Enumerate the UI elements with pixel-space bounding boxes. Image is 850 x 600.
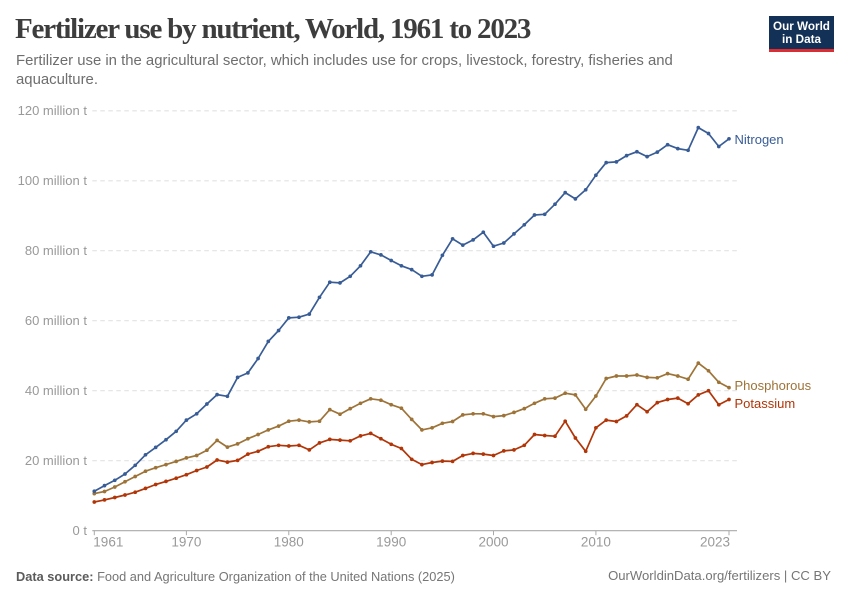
- svg-text:Phosphorous: Phosphorous: [735, 378, 812, 393]
- svg-text:120 million t: 120 million t: [18, 103, 88, 118]
- svg-text:60 million t: 60 million t: [25, 313, 88, 328]
- svg-text:80 million t: 80 million t: [25, 243, 88, 258]
- svg-text:1961: 1961: [93, 535, 123, 550]
- svg-text:2023: 2023: [700, 535, 730, 550]
- svg-text:0 t: 0 t: [73, 523, 88, 538]
- svg-text:1990: 1990: [376, 535, 406, 550]
- svg-text:1980: 1980: [274, 535, 304, 550]
- svg-text:1970: 1970: [171, 535, 201, 550]
- svg-text:100 million t: 100 million t: [18, 173, 88, 188]
- svg-text:Potassium: Potassium: [735, 396, 796, 411]
- svg-text:20 million t: 20 million t: [25, 453, 88, 468]
- svg-text:Nitrogen: Nitrogen: [735, 132, 784, 147]
- svg-text:2000: 2000: [478, 535, 508, 550]
- svg-text:2010: 2010: [581, 535, 611, 550]
- svg-text:40 million t: 40 million t: [25, 383, 88, 398]
